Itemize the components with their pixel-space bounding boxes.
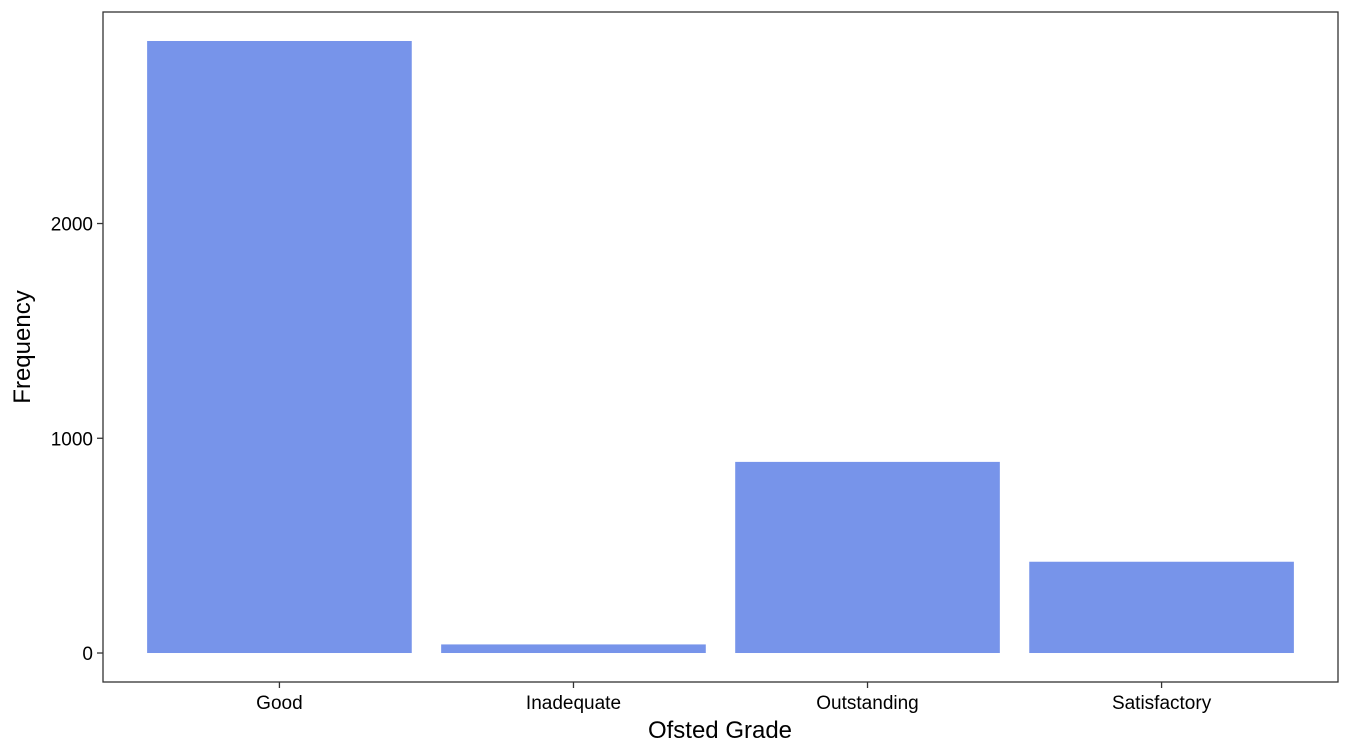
x-tick-label-good: Good <box>256 693 302 714</box>
y-tick-label: 1000 <box>51 429 93 450</box>
y-axis: 0 1000 2000 <box>51 215 103 665</box>
bar-outstanding <box>735 461 1000 654</box>
x-tick-label-inadequate: Inadequate <box>526 693 621 714</box>
bar-good <box>147 40 412 654</box>
x-tick-label-outstanding: Outstanding <box>816 693 918 714</box>
x-tick-label-satisfactory: Satisfactory <box>1112 693 1212 714</box>
bars-layer <box>147 40 1294 654</box>
panel-border <box>102 11 1339 683</box>
y-tick-label: 2000 <box>51 215 93 236</box>
x-axis-title: Ofsted Grade <box>648 717 792 744</box>
y-tick-label: 0 <box>82 644 93 665</box>
bar-inadequate <box>441 644 706 654</box>
y-axis-title: Frequency <box>9 290 36 403</box>
bar-satisfactory <box>1029 561 1294 654</box>
x-axis: Good Inadequate Outstanding Satisfactory <box>256 682 1212 714</box>
